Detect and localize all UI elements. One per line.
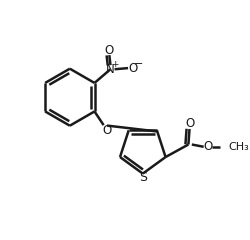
- Text: +: +: [111, 60, 118, 69]
- Text: N: N: [106, 63, 115, 76]
- Text: O: O: [105, 44, 114, 57]
- Text: O: O: [185, 117, 194, 131]
- Text: O: O: [129, 62, 138, 75]
- Text: CH₃: CH₃: [228, 142, 249, 152]
- Text: O: O: [102, 124, 112, 137]
- Text: O: O: [203, 140, 212, 153]
- Text: S: S: [139, 171, 147, 184]
- Text: −: −: [134, 59, 144, 69]
